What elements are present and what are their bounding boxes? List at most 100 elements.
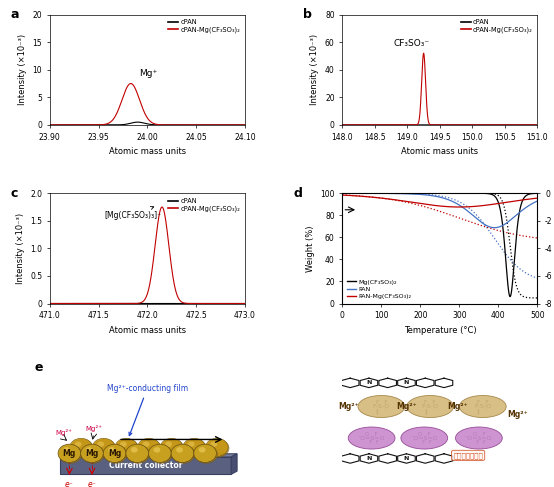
Text: e: e <box>34 361 43 374</box>
Circle shape <box>105 445 127 464</box>
Text: ⁻O=S=O: ⁻O=S=O <box>465 435 493 441</box>
Legend: cPAN, cPAN-Mg(CF₃SO₃)₂: cPAN, cPAN-Mg(CF₃SO₃)₂ <box>167 197 242 213</box>
Circle shape <box>58 444 81 463</box>
Ellipse shape <box>348 427 395 449</box>
Text: ‖   ⁻: ‖ ⁻ <box>376 408 387 413</box>
X-axis label: Atomic mass units: Atomic mass units <box>109 326 186 335</box>
Y-axis label: Intensity (×10⁻³): Intensity (×10⁻³) <box>310 34 320 105</box>
Text: F-S-O: F-S-O <box>422 404 439 409</box>
Circle shape <box>165 442 172 447</box>
Text: e⁻: e⁻ <box>65 480 74 487</box>
Circle shape <box>115 438 137 456</box>
Circle shape <box>160 438 183 456</box>
Circle shape <box>148 444 171 463</box>
Circle shape <box>86 447 93 452</box>
Text: F  F: F F <box>364 440 379 445</box>
Circle shape <box>184 439 207 457</box>
Text: F  F: F F <box>471 440 486 445</box>
Circle shape <box>172 445 195 464</box>
Circle shape <box>195 445 218 464</box>
Text: Mg²⁺: Mg²⁺ <box>55 430 72 436</box>
Text: Mg²⁺: Mg²⁺ <box>397 402 417 411</box>
Legend: cPAN, cPAN-Mg(CF₃SO₃)₂: cPAN, cPAN-Mg(CF₃SO₃)₂ <box>167 18 242 35</box>
Text: N: N <box>404 456 409 461</box>
Circle shape <box>176 447 183 452</box>
Circle shape <box>81 444 103 463</box>
Text: F   F: F F <box>424 400 436 405</box>
Circle shape <box>150 445 172 464</box>
Text: Mg⁺: Mg⁺ <box>140 69 158 78</box>
Circle shape <box>116 439 138 457</box>
Ellipse shape <box>455 427 502 449</box>
Text: F   F: F F <box>376 400 387 405</box>
Circle shape <box>137 438 160 456</box>
Text: CF₃SO₃⁻: CF₃SO₃⁻ <box>394 38 430 48</box>
Text: N: N <box>366 456 372 461</box>
Circle shape <box>194 444 217 463</box>
Text: Mg²⁺: Mg²⁺ <box>447 402 468 411</box>
Circle shape <box>70 438 93 456</box>
Text: d: d <box>294 187 302 200</box>
Circle shape <box>207 439 229 457</box>
Text: Mg²⁺: Mg²⁺ <box>507 410 528 419</box>
Legend: Mg(CF₃SO₃)₂, PAN, PAN-Mg(CF₃SO₃)₂: Mg(CF₃SO₃)₂, PAN, PAN-Mg(CF₃SO₃)₂ <box>346 278 413 300</box>
Text: ⁻O=S=O: ⁻O=S=O <box>411 435 438 441</box>
Circle shape <box>126 444 148 463</box>
Legend: cPAN, cPAN-Mg(CF₃SO₃)₂: cPAN, cPAN-Mg(CF₃SO₃)₂ <box>459 18 534 35</box>
Text: b: b <box>304 8 312 21</box>
Circle shape <box>75 442 81 447</box>
Circle shape <box>199 447 206 452</box>
Ellipse shape <box>459 395 506 417</box>
X-axis label: Atomic mass units: Atomic mass units <box>109 147 186 156</box>
Text: Mg²⁺: Mg²⁺ <box>85 425 102 431</box>
Text: Mg: Mg <box>108 449 121 458</box>
Text: F  F: F F <box>417 440 432 445</box>
Circle shape <box>103 444 126 463</box>
Circle shape <box>93 438 115 456</box>
X-axis label: Atomic mass units: Atomic mass units <box>401 147 479 156</box>
Circle shape <box>206 438 228 456</box>
Text: N: N <box>366 380 372 385</box>
Circle shape <box>120 442 127 447</box>
Text: 新材料科学在线: 新材料科学在线 <box>453 452 483 459</box>
Polygon shape <box>60 454 237 457</box>
Y-axis label: Intensity (×10⁻³): Intensity (×10⁻³) <box>18 34 27 105</box>
X-axis label: Temperature (°C): Temperature (°C) <box>403 326 476 335</box>
Polygon shape <box>231 454 237 474</box>
Text: Mg²⁺: Mg²⁺ <box>338 402 358 411</box>
Text: a: a <box>11 8 19 21</box>
Circle shape <box>63 447 70 452</box>
Text: F-S-O: F-S-O <box>474 404 491 409</box>
Text: ⁻O=S=O: ⁻O=S=O <box>358 435 386 441</box>
Text: O   F: O F <box>418 431 430 436</box>
Circle shape <box>82 445 105 464</box>
Text: c: c <box>11 187 18 200</box>
Circle shape <box>131 447 138 452</box>
Circle shape <box>138 439 161 457</box>
Circle shape <box>188 442 194 447</box>
Circle shape <box>127 445 150 464</box>
Circle shape <box>142 442 150 447</box>
Circle shape <box>71 439 93 457</box>
Ellipse shape <box>407 395 454 417</box>
Text: ‖   ⁻: ‖ ⁻ <box>478 408 488 413</box>
Text: F-S-O: F-S-O <box>373 404 390 409</box>
Circle shape <box>211 442 217 447</box>
Ellipse shape <box>401 427 448 449</box>
Circle shape <box>98 442 104 447</box>
Circle shape <box>153 447 160 452</box>
Y-axis label: Intensity (×10⁻³): Intensity (×10⁻³) <box>16 213 24 284</box>
Circle shape <box>59 445 82 464</box>
Text: O   F: O F <box>365 431 378 436</box>
FancyBboxPatch shape <box>60 457 231 474</box>
Text: Mg: Mg <box>63 449 76 458</box>
Text: e⁻: e⁻ <box>88 480 96 487</box>
Text: [Mg(CF₃SO₃)₃]⁻: [Mg(CF₃SO₃)₃]⁻ <box>104 206 161 220</box>
Text: ‖   ⁻: ‖ ⁻ <box>424 408 435 413</box>
Circle shape <box>171 444 194 463</box>
Circle shape <box>161 439 184 457</box>
Text: F   F: F F <box>477 400 489 405</box>
Text: Mg: Mg <box>85 449 99 458</box>
Text: Current collector: Current collector <box>109 461 182 470</box>
Circle shape <box>183 438 206 456</box>
